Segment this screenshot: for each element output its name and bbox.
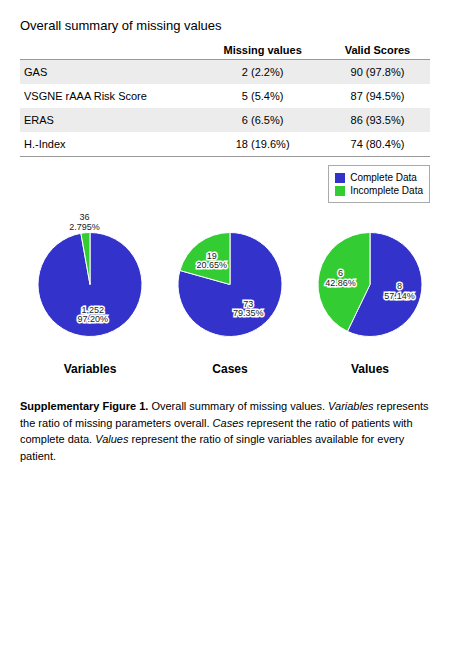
html-text:87 (94.5%): 87 (94.5%) xyxy=(350,90,405,102)
svg-text:362.795%: 362.795% xyxy=(69,212,100,232)
html-text:Overall summary of missing val: Overall summary of missing values xyxy=(20,18,222,33)
html-text:Valid Scores: Valid Scores xyxy=(344,44,411,56)
html-text:Missing values: Missing values xyxy=(223,44,302,56)
html-text:VSGNE rAAA Risk Score: VSGNE rAAA Risk Score xyxy=(24,90,147,102)
html-text:Cases: Cases xyxy=(212,362,248,376)
html-text:Complete Data: Complete Data xyxy=(350,172,417,183)
html-text:Supplementary Figure 1. Overal: Supplementary Figure 1. Overall summary … xyxy=(20,400,432,462)
html-text:86 (93.5%): 86 (93.5%) xyxy=(350,114,405,126)
svg-text:7379.35%: 7379.35% xyxy=(233,299,264,319)
svg-text:857.14%: 857.14% xyxy=(384,281,415,301)
html-text:ERAS: ERAS xyxy=(24,114,54,126)
html-text:18 (19.6%): 18 (19.6%) xyxy=(235,138,290,150)
svg-text:1920.65%: 1920.65% xyxy=(197,251,228,271)
svg-text:1,25297.20%: 1,25297.20% xyxy=(77,305,108,325)
html-text:GAS: GAS xyxy=(24,66,48,78)
html-text:6 (6.5%): 6 (6.5%) xyxy=(241,114,284,126)
html-text:5 (5.4%): 5 (5.4%) xyxy=(241,90,284,102)
html-text:74 (80.4%): 74 (80.4%) xyxy=(350,138,405,150)
html-text:Incomplete Data: Incomplete Data xyxy=(350,185,423,196)
html-text:2 (2.2%): 2 (2.2%) xyxy=(241,66,284,78)
html-text:Variables: Variables xyxy=(63,362,117,376)
svg-text:642.86%: 642.86% xyxy=(325,268,356,288)
html-text:Values: Values xyxy=(351,362,389,376)
html-text:90 (97.8%): 90 (97.8%) xyxy=(350,66,405,78)
html-text:H.-Index: H.-Index xyxy=(24,138,66,150)
